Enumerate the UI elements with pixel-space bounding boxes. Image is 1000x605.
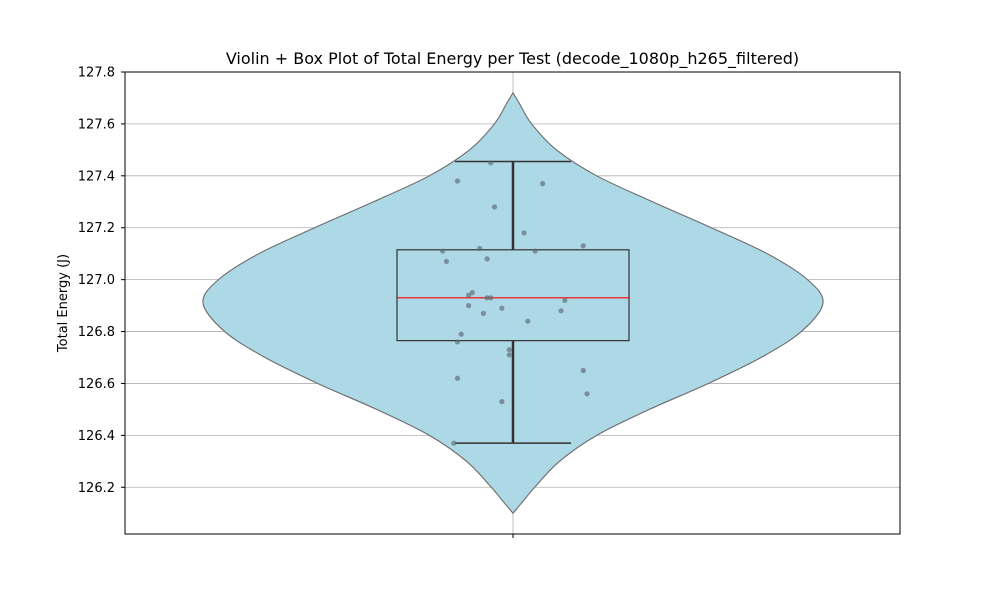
y-tick-label: 127.0 <box>78 273 115 288</box>
data-point <box>477 245 483 252</box>
data-point <box>451 440 457 446</box>
data-point <box>499 399 505 405</box>
data-point <box>484 295 490 301</box>
data-point <box>521 230 527 236</box>
data-point <box>440 248 446 254</box>
data-point <box>484 256 490 262</box>
y-tick-label: 126.4 <box>78 429 115 444</box>
data-point <box>454 178 461 184</box>
data-point <box>469 290 475 296</box>
data-point <box>488 160 494 166</box>
y-axis-label: Total Energy (J) <box>56 254 71 353</box>
data-point <box>454 339 461 345</box>
data-point <box>458 331 464 337</box>
y-tick-label: 127.8 <box>78 66 115 81</box>
tick-layer: 126.2 126.4 126.6 126.8 127.0 127.2 127.4 127.6… <box>78 66 514 538</box>
iqr-box <box>396 249 630 342</box>
violin-layer <box>202 91 824 515</box>
data-point <box>480 310 486 316</box>
points-layer <box>440 160 590 446</box>
data-point <box>454 375 461 381</box>
violin-body <box>202 91 824 515</box>
box-layer <box>396 160 630 444</box>
data-point <box>443 258 449 265</box>
data-point <box>506 352 512 358</box>
data-point <box>491 204 498 210</box>
data-point <box>525 318 531 324</box>
data-point <box>558 308 564 314</box>
data-point <box>466 302 472 309</box>
y-tick-label: 126.8 <box>78 325 115 340</box>
data-point <box>580 367 586 374</box>
y-tick-label: 126.6 <box>78 377 115 392</box>
data-point <box>532 248 538 254</box>
y-tick-label: 127.2 <box>78 221 115 236</box>
y-tick-label: 127.4 <box>78 169 115 184</box>
y-tick-label: 126.2 <box>78 481 115 496</box>
data-point <box>506 347 512 353</box>
data-point <box>584 391 590 397</box>
data-point <box>562 297 568 304</box>
data-point <box>488 295 494 301</box>
data-point <box>540 181 546 187</box>
data-point <box>499 305 505 311</box>
data-point <box>580 243 586 249</box>
data-point <box>466 292 472 298</box>
chart-title: Violin + Box Plot of Total Energy per Te… <box>226 49 799 69</box>
y-tick-label: 127.6 <box>78 117 115 132</box>
